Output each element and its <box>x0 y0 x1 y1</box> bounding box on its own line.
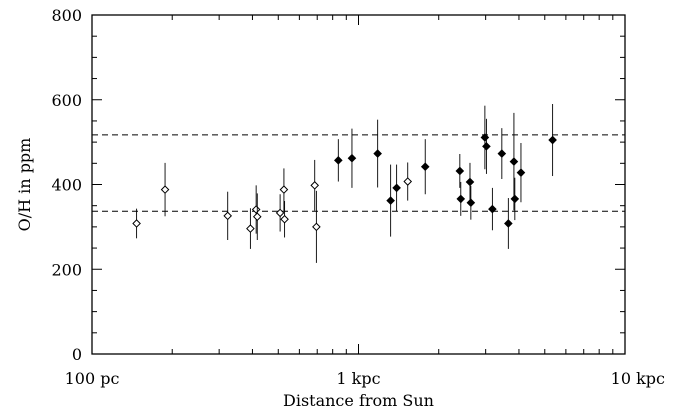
data-point-filled <box>420 162 430 172</box>
data-point-open <box>310 181 320 190</box>
data-point-filled <box>548 135 557 145</box>
y-tick-label: 600 <box>51 91 82 110</box>
data-point-filled <box>386 196 395 205</box>
data-point-filled <box>455 166 465 176</box>
x-tick-label: 10 kpc <box>611 369 665 388</box>
data-point-filled <box>482 142 491 151</box>
axis-ticks: 0 200 400 600 800 100 pc 1 kpc 10 kpc <box>51 6 665 388</box>
data-point-filled <box>497 149 507 158</box>
data-point-filled <box>516 168 526 177</box>
y-tick-label: 400 <box>51 176 82 195</box>
data-point-filled <box>392 183 401 193</box>
x-axis-title: Distance from Sun <box>283 391 434 410</box>
data-point-open <box>403 177 413 186</box>
y-tick-label: 200 <box>51 260 82 279</box>
data-point-open <box>279 185 289 194</box>
y-tick-label: 0 <box>72 345 82 364</box>
data-point-filled <box>334 156 343 165</box>
plot-frame <box>91 14 626 355</box>
y-tick-label: 800 <box>51 6 82 25</box>
data-point-filled <box>504 219 513 228</box>
data-point-filled <box>347 153 357 163</box>
data-points <box>132 103 557 263</box>
data-point-open <box>132 219 141 228</box>
data-point-open <box>246 224 255 233</box>
data-point-filled <box>465 177 475 187</box>
x-tick-label: 100 pc <box>65 369 120 388</box>
data-point-filled <box>509 157 519 166</box>
data-point-filled <box>456 194 466 204</box>
data-point-open <box>223 211 233 221</box>
data-point-open <box>312 222 321 232</box>
data-point-filled <box>488 204 497 214</box>
reference-lines <box>92 134 625 212</box>
data-point-open <box>275 208 285 218</box>
data-point-open <box>252 212 262 222</box>
data-point-open <box>251 205 261 214</box>
y-axis-title: O/H in ppm <box>15 138 34 232</box>
data-point-filled <box>373 149 382 158</box>
data-point-filled <box>466 198 476 208</box>
data-point-open <box>160 185 170 194</box>
data-point-open <box>280 214 289 224</box>
data-point-filled <box>510 194 520 204</box>
data-point-filled <box>480 133 490 142</box>
x-tick-label: 1 kpc <box>336 369 380 388</box>
